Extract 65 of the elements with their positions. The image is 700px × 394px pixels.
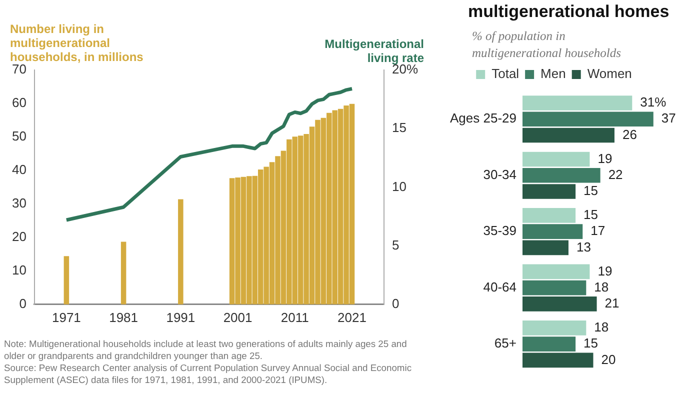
bar [522, 152, 590, 167]
bar [522, 264, 590, 280]
y2-tick-label: 15 [392, 120, 406, 136]
y-tick-label: 10 [12, 262, 26, 278]
data-label: 22 [608, 166, 623, 182]
y-tick-label: 30 [12, 196, 26, 211]
legend-label: Men [540, 66, 566, 82]
y-tick-label: 30-34 [483, 166, 516, 182]
legend-label: Women [587, 66, 632, 82]
data-label: 19 [598, 263, 612, 278]
chart-title: multigenerational homes [468, 2, 670, 22]
data-label: 26 [622, 126, 637, 142]
bar [522, 336, 576, 352]
data-label: 21 [604, 296, 620, 311]
data-label: 31% [640, 94, 667, 110]
x-tick-label: 1991 [166, 310, 196, 325]
y-axis-title: Number living in multigenerational households, in millions [10, 22, 144, 64]
data-label: 17 [590, 223, 606, 238]
bar [120, 242, 126, 304]
x-tick-label: 2001 [223, 310, 252, 325]
source-note: Source: Pew Research Center analysis of Current Population Survey Annual Social and Economic Supplement (ASEC) data files for 1971, 1981, 1991, and 2000-2021 (IPUMS). [4, 362, 412, 385]
y2-tick-label: 0 [392, 296, 400, 311]
x-tick-label: 2021 [338, 310, 366, 325]
x-tick-label: 1981 [109, 310, 138, 325]
data-label: 15 [584, 207, 598, 222]
y2-axis-title: Multigenerational living rate [324, 37, 424, 65]
data-label: 15 [584, 336, 598, 351]
bar [522, 96, 632, 110]
y-tick-label: 60 [12, 95, 26, 110]
data-label: 37 [661, 110, 676, 126]
bar [522, 280, 586, 296]
y-tick-label: 50 [12, 128, 26, 144]
y2-tick-label: 5 [392, 237, 400, 252]
bar [64, 256, 70, 304]
bar [522, 208, 576, 223]
bar [522, 240, 568, 256]
bar [522, 168, 600, 183]
data-label: 18 [594, 320, 609, 335]
x-tick-label: 2011 [280, 310, 309, 325]
y-tick-label: 20 [12, 229, 26, 244]
data-label: 18 [594, 279, 609, 294]
y-tick-label: 40 [12, 162, 26, 178]
bar [522, 320, 586, 336]
y-tick-label: 65+ [494, 336, 516, 351]
chart-subtitle: % of population in multigenerational households [472, 28, 622, 62]
bar [522, 224, 583, 240]
bar [522, 352, 594, 368]
y-tick-label: 70 [12, 62, 26, 77]
x-tick-label: 1971 [52, 310, 81, 325]
y-tick-label: 35-39 [483, 223, 516, 238]
bar [522, 128, 614, 143]
y-tick-label: 40-64 [483, 279, 516, 294]
legend-label: Total [492, 66, 520, 82]
text: Note: Multigenerational households include at least two generations of adults mainly ages 25 and older or grandparents and grandchildren younger than age 25. [4, 338, 407, 361]
y2-tick-label: 10 [392, 178, 406, 194]
data-label: 19 [598, 150, 612, 166]
y-tick-label: 0 [19, 296, 26, 311]
data-label: 13 [576, 239, 591, 254]
bar [522, 112, 654, 127]
data-label: 20 [601, 352, 616, 367]
bar [522, 184, 576, 199]
bar [522, 296, 597, 312]
bar [178, 199, 184, 304]
data-label: 15 [584, 183, 598, 198]
y-tick-label: Ages 25-29 [450, 110, 516, 126]
